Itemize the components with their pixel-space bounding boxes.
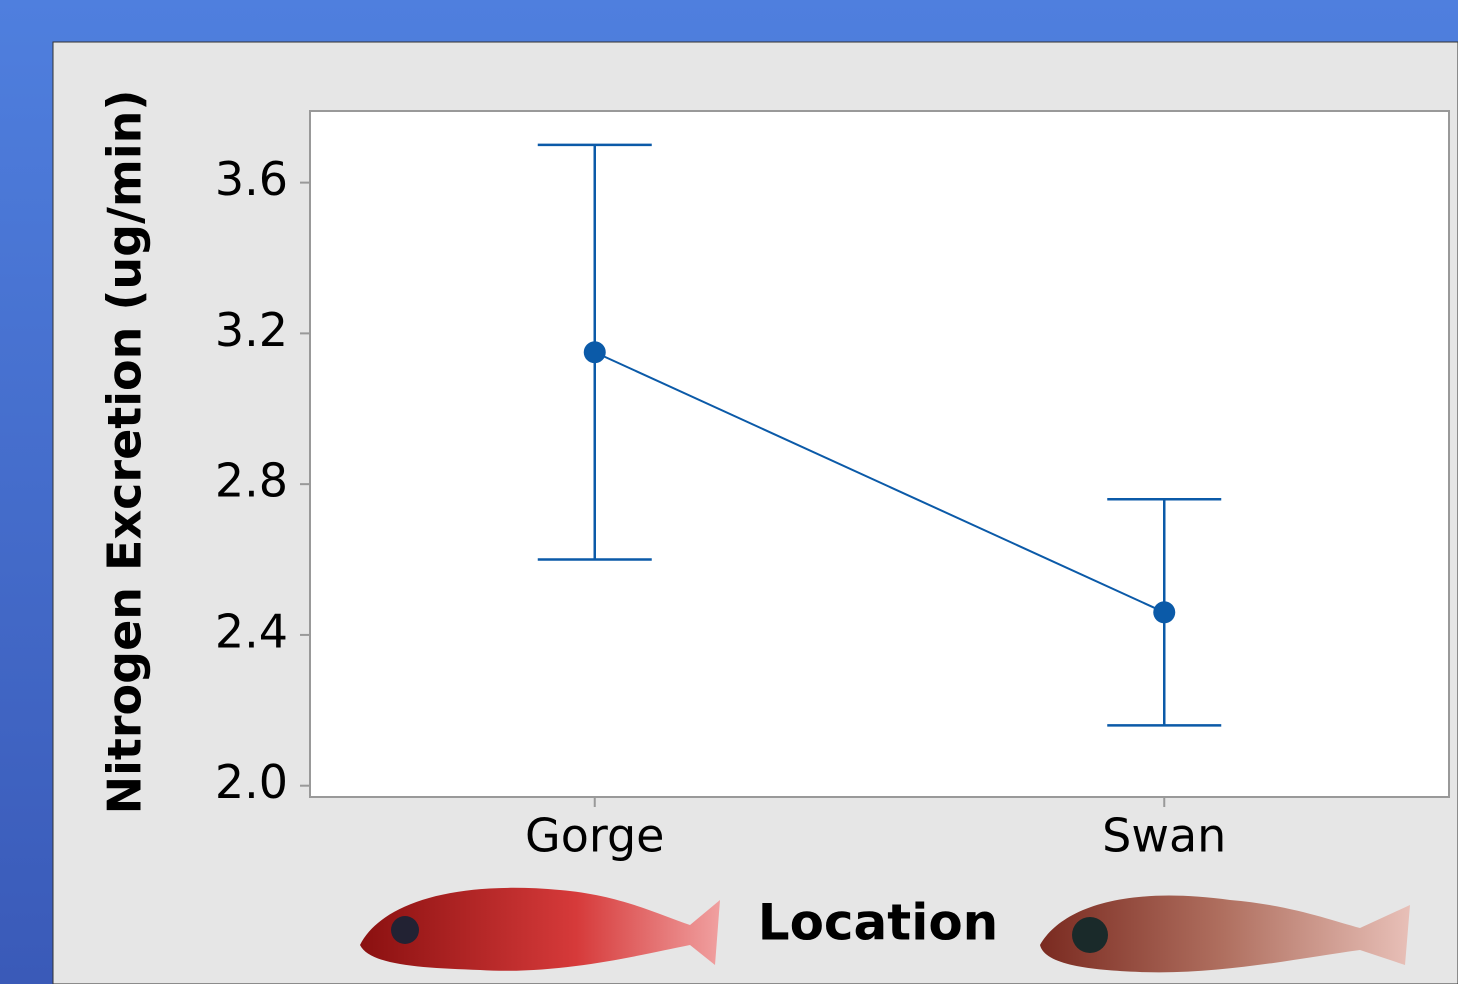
x-axis-title: Location (758, 894, 999, 952)
x-tick-label: Swan (1102, 809, 1226, 863)
y-tick-label: 3.2 (215, 303, 288, 357)
y-tick-label: 2.0 (215, 755, 288, 809)
mean-line (594, 351, 1165, 614)
y-tick-label: 3.6 (215, 152, 288, 206)
fish-gorge (360, 887, 720, 971)
x-tick-label: Gorge (525, 809, 664, 863)
plot-area (309, 110, 1450, 798)
mean-point (583, 341, 606, 364)
y-axis-title: Nitrogen Excretion (ug/min) (98, 90, 152, 815)
y-tick-label: 2.8 (215, 454, 288, 508)
y-tick-label: 2.4 (215, 604, 288, 658)
mean-point (1153, 601, 1176, 624)
fish-swan (1040, 895, 1410, 973)
